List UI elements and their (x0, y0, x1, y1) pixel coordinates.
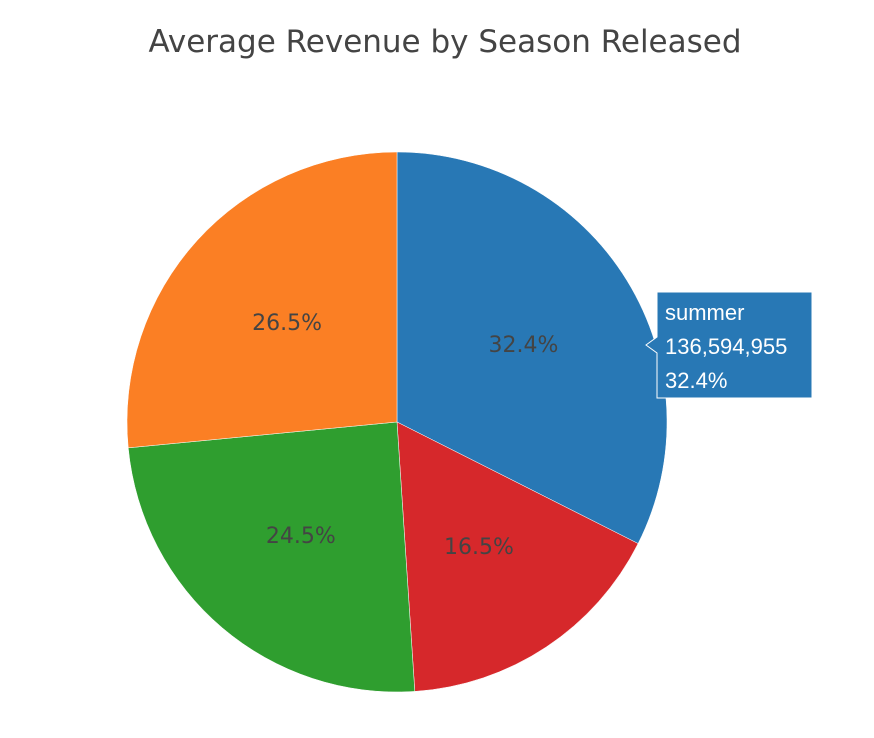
tooltip-line: summer (665, 300, 744, 325)
tooltip-line: 136,594,955 (665, 334, 787, 359)
pie-labels: 32.4% 16.5% 24.5% 26.5% (252, 311, 558, 560)
slice-percent-label: 16.5% (444, 535, 514, 560)
hover-tooltip: summer 136,594,955 32.4% (645, 291, 813, 399)
slice-percent-label: 24.5% (266, 524, 336, 549)
slice-percent-label: 32.4% (489, 333, 559, 358)
pie-slice-slice-2[interactable] (396, 421, 639, 692)
pie-slice-slice-3[interactable] (127, 421, 416, 693)
slice-percent-label: 26.5% (252, 311, 322, 336)
pie-slice-slice-4[interactable] (126, 151, 398, 449)
tooltip-line: 32.4% (665, 368, 727, 393)
chart-title: Average Revenue by Season Released (148, 24, 741, 60)
tooltip-box (645, 291, 813, 399)
pie-slices (126, 151, 668, 693)
pie-slice-summer[interactable] (396, 151, 668, 544)
